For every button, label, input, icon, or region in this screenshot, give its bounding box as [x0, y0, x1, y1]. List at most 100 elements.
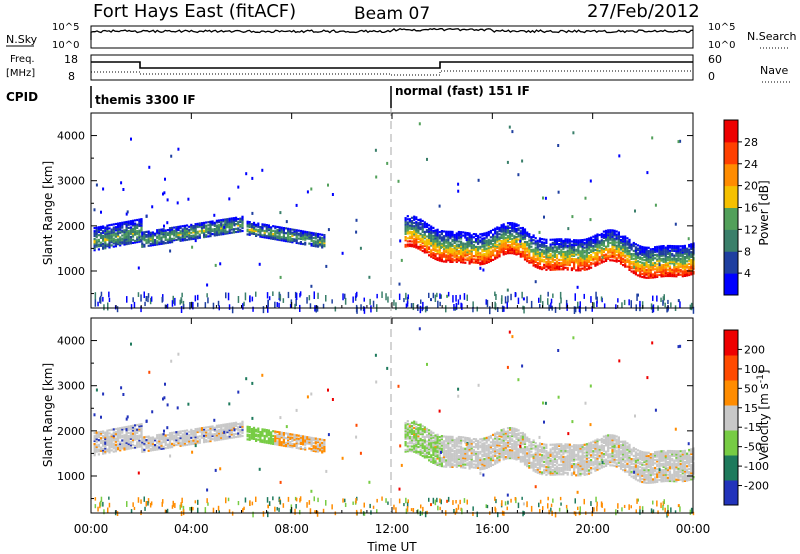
- velocity-cell: [164, 434, 167, 437]
- velocity-cell: [173, 437, 176, 440]
- power-scatter: [543, 215, 545, 219]
- power-cell: [511, 239, 514, 242]
- velocity-cell: [162, 447, 165, 450]
- power-cell: [425, 224, 429, 227]
- power-cell: [592, 246, 595, 249]
- power-cell: [630, 265, 633, 268]
- velocity-cell: [316, 439, 320, 442]
- power-cell: [487, 253, 490, 256]
- velocity-cell: [287, 439, 290, 442]
- power-cell: [114, 245, 117, 248]
- power-cell: [442, 230, 446, 233]
- power-cell: [453, 238, 456, 241]
- power-cell: [276, 236, 279, 240]
- velocity-cell: [299, 436, 302, 439]
- power-cell: [677, 253, 680, 256]
- power-cell: [136, 230, 139, 233]
- power-cell: [673, 270, 676, 273]
- power-cell: [583, 254, 586, 257]
- power-cell: [538, 257, 542, 261]
- power-cell: [654, 249, 657, 252]
- power-clutter: [108, 291, 110, 298]
- power-cell: [581, 258, 584, 261]
- power-cell: [679, 264, 682, 267]
- velocity-cell: [259, 437, 262, 440]
- power-cell: [494, 254, 497, 257]
- power-cell: [660, 250, 663, 253]
- power-cell: [619, 254, 623, 257]
- power-cell: [504, 252, 507, 255]
- power-cell: [123, 237, 126, 240]
- power-cell: [519, 233, 522, 236]
- power-cell: [662, 271, 665, 275]
- power-cell: [158, 236, 161, 239]
- power-cell: [617, 239, 620, 242]
- power-cell: [683, 260, 686, 263]
- power-cell: [321, 233, 324, 236]
- power-cell: [453, 241, 456, 244]
- power-cell: [619, 245, 623, 248]
- velocity-cell: [110, 436, 113, 439]
- velocity-cell: [319, 444, 322, 447]
- power-cell: [485, 247, 488, 250]
- power-cell: [162, 232, 165, 236]
- power-cell: [460, 259, 463, 262]
- power-cell: [634, 266, 637, 270]
- power-cell: [434, 248, 437, 251]
- power-cell: [587, 267, 591, 270]
- power-cell: [624, 256, 627, 259]
- power-cell: [246, 233, 249, 236]
- power-cell: [630, 248, 633, 251]
- power-cell: [200, 228, 204, 231]
- power-cell: [404, 231, 407, 234]
- power-cell: [404, 232, 407, 235]
- power-cell: [432, 234, 435, 237]
- velocity-cell: [127, 428, 130, 431]
- power-cell: [228, 231, 231, 235]
- power-cell: [312, 233, 315, 236]
- power-cell: [622, 264, 625, 267]
- power-cell: [129, 223, 132, 226]
- power-cell: [252, 231, 256, 234]
- power-scatter: [557, 190, 560, 194]
- cpid-label: CPID: [6, 90, 38, 104]
- power-cell: [220, 228, 223, 231]
- power-clutter: [617, 298, 619, 303]
- power-cell: [464, 253, 467, 256]
- velocity-cell: [121, 436, 124, 439]
- velocity-cell: [421, 428, 424, 431]
- power-cell: [314, 234, 317, 237]
- power-cell: [562, 241, 565, 244]
- velocity-cell: [323, 443, 326, 446]
- velocity-cell: [287, 440, 290, 443]
- power-cell: [410, 237, 414, 240]
- power-cell: [141, 234, 144, 237]
- power-cell: [513, 252, 516, 255]
- power-cell: [645, 268, 648, 271]
- power-clutter: [628, 299, 630, 306]
- power-cell: [95, 244, 98, 247]
- power-cell: [406, 245, 409, 248]
- power-cell: [596, 239, 599, 242]
- power-cell: [541, 253, 544, 256]
- power-cell: [99, 244, 103, 247]
- power-cell: [496, 231, 499, 234]
- velocity-cell: [166, 443, 169, 446]
- power-cell: [530, 259, 533, 262]
- velocity-cell: [408, 432, 411, 435]
- power-cell: [181, 239, 184, 242]
- power-cell: [668, 260, 672, 263]
- velocity-cell: [114, 450, 117, 453]
- power-cell: [690, 262, 693, 265]
- velocity-cell: [291, 433, 294, 436]
- power-cell: [415, 217, 418, 221]
- noise-sky-label: N.Sky: [6, 33, 38, 46]
- power-cell: [558, 243, 561, 246]
- power-cell: [566, 246, 569, 249]
- velocity-cell: [145, 443, 148, 446]
- power-cell: [432, 244, 435, 247]
- power-cell: [617, 253, 620, 256]
- power-cell: [683, 249, 686, 252]
- velocity-cell: [220, 427, 223, 430]
- power-cell: [226, 222, 229, 225]
